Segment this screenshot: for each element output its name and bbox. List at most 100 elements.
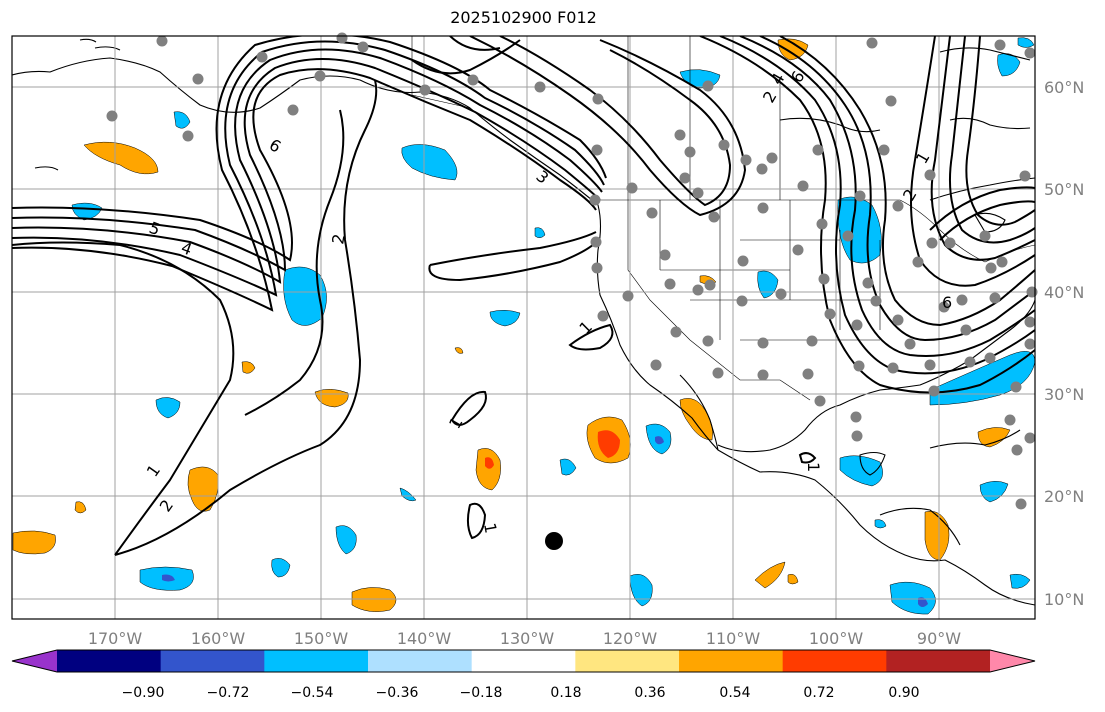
colorbar [11,649,1036,673]
colorbar-segment [57,650,162,672]
negative-anomaly-region [997,53,1021,77]
negative-anomaly-region [559,458,577,476]
contour-label: 1 [480,521,500,534]
map-frame [11,35,1036,620]
colorbar-tick-label: 0.90 [888,685,919,701]
longitude-labels: 170°W 160°W 150°W 140°W 130°W 120°W 110°… [88,629,961,648]
colorbar-tick-label: −0.18 [460,685,503,701]
negative-anomaly-region [837,196,882,264]
negative-anomaly-region [271,558,291,578]
latitude-label: 60°N [1044,78,1084,97]
colorbar-tick-label: −0.54 [291,685,334,701]
negative-anomaly-region [335,525,357,555]
contour-label: 1 [143,461,164,480]
negative-anomaly-region [1017,37,1035,48]
colorbar-segment [368,650,473,672]
negative-anomaly-region [399,487,417,502]
positive-anomaly-region [314,389,349,408]
strong-negative-anomaly-region [162,574,175,582]
negative-anomaly-region [979,481,1009,503]
positive-anomaly-region [977,427,1011,448]
negative-anomaly-region [173,111,191,129]
contour-label: 1 [575,317,596,338]
positive-anomaly-region [351,587,397,612]
shaded-anomalies [12,37,1035,615]
coastlines [12,38,1035,606]
map-title: 2025102900 F012 [450,8,597,27]
longitude-label: 140°W [397,629,452,648]
colorbar-segment [782,650,887,672]
positive-anomaly-region [475,448,501,491]
negative-anomaly-region [757,270,779,299]
colorbar-segment-under [12,650,57,672]
strong-positive-anomaly-region [485,457,494,469]
positive-anomaly-region [241,361,256,374]
colorbar-segment [679,650,784,672]
negative-anomaly-region [629,574,653,607]
negative-anomaly-region [534,227,546,238]
contour-label: 1 [445,414,467,432]
positive-anomaly-region [454,347,464,354]
contour-labels: 6 5 4 2 1 2 1 1 1 1 4 6 2 1 2 6 3 [143,68,952,535]
colorbar-tick-label: 0.72 [803,685,834,701]
colorbar-segment [264,650,369,672]
political-boundaries [411,36,1035,401]
longitude-label: 110°W [706,629,761,648]
latitude-label: 10°N [1044,590,1084,609]
colorbar-segment-over [990,650,1035,672]
negative-anomaly-region [489,310,521,327]
positive-anomaly-region [754,561,786,589]
longitude-label: 90°W [917,629,961,648]
negative-anomaly-region [679,69,721,89]
contour-label: 1 [804,462,823,472]
positive-anomaly-region [777,38,809,61]
longitude-label: 160°W [191,629,246,648]
negative-anomaly-region [401,144,458,181]
longitude-label: 120°W [603,629,658,648]
location-marker [545,532,563,550]
strong-negative-anomaly-region [918,597,928,607]
contour-label: 2 [328,232,348,245]
strong-negative-anomaly-region [655,436,664,445]
positive-anomaly-region [187,466,219,512]
latitude-label: 20°N [1044,487,1084,506]
colorbar-segment [886,650,991,672]
contour-label: 2 [759,88,781,106]
latitude-labels: 60°N 50°N 40°N 30°N 20°N 10°N [1044,78,1084,609]
negative-anomaly-region [889,581,936,615]
colorbar-tick-label: 0.36 [634,685,665,701]
latitude-label: 30°N [1044,385,1084,404]
colorbar-segment [575,650,680,672]
longitude-label: 150°W [294,629,349,648]
colorbar-tick-label: −0.90 [122,685,165,701]
positive-anomaly-region [787,574,799,585]
negative-anomaly-region [1009,573,1031,589]
positive-anomaly-region [679,398,713,441]
contour-label: 6 [787,68,809,86]
latitude-label: 50°N [1044,180,1084,199]
colorbar-tick-label: −0.36 [376,685,419,701]
colorbar-tick-label: 0.54 [719,685,750,701]
colorbar-labels: −0.90 −0.72 −0.54 −0.36 −0.18 0.18 0.36 … [122,685,920,701]
colorbar-tick-label: 0.18 [550,685,581,701]
contour-label: 6 [266,135,284,157]
longitude-label: 170°W [88,629,143,648]
colorbar-tick-label: −0.72 [207,685,250,701]
longitude-label: 130°W [500,629,555,648]
positive-anomaly-region [924,511,950,561]
positive-anomaly-region [12,530,56,555]
negative-anomaly-region [874,519,887,529]
latitude-label: 40°N [1044,283,1084,302]
colorbar-outline [11,649,1036,673]
positive-anomaly-region [83,141,159,175]
longitude-label: 100°W [809,629,864,648]
positive-anomaly-region [74,501,87,514]
contour-label: 2 [156,496,177,515]
negative-anomaly-region [155,397,181,419]
strong-positive-anomaly-region [597,430,620,458]
contour-label: 6 [942,293,952,312]
graticule [12,36,1035,619]
negative-anomaly-region [929,351,1035,406]
colorbar-segment [471,650,576,672]
